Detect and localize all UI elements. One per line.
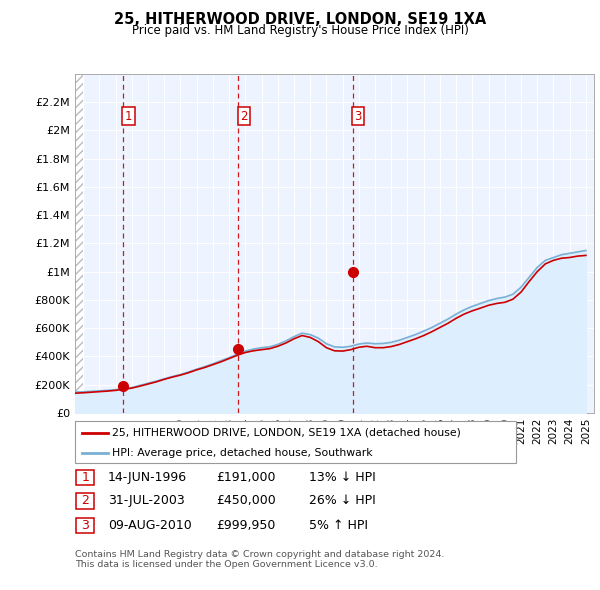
- Text: Contains HM Land Registry data © Crown copyright and database right 2024.
This d: Contains HM Land Registry data © Crown c…: [75, 550, 445, 569]
- Text: 26% ↓ HPI: 26% ↓ HPI: [309, 494, 376, 507]
- Text: 13% ↓ HPI: 13% ↓ HPI: [309, 471, 376, 484]
- Text: 5% ↑ HPI: 5% ↑ HPI: [309, 519, 368, 532]
- Text: 14-JUN-1996: 14-JUN-1996: [108, 471, 187, 484]
- Text: Price paid vs. HM Land Registry's House Price Index (HPI): Price paid vs. HM Land Registry's House …: [131, 24, 469, 37]
- Text: 25, HITHERWOOD DRIVE, LONDON, SE19 1XA (detached house): 25, HITHERWOOD DRIVE, LONDON, SE19 1XA (…: [112, 428, 461, 438]
- Text: 3: 3: [81, 519, 89, 532]
- Text: 2: 2: [241, 110, 248, 123]
- Text: £450,000: £450,000: [216, 494, 276, 507]
- Text: £999,950: £999,950: [216, 519, 275, 532]
- Text: 2: 2: [81, 494, 89, 507]
- Polygon shape: [75, 74, 83, 413]
- Text: 09-AUG-2010: 09-AUG-2010: [108, 519, 192, 532]
- Text: HPI: Average price, detached house, Southwark: HPI: Average price, detached house, Sout…: [112, 448, 373, 457]
- Text: £191,000: £191,000: [216, 471, 275, 484]
- Text: 3: 3: [355, 110, 362, 123]
- Text: 1: 1: [81, 471, 89, 484]
- Text: 25, HITHERWOOD DRIVE, LONDON, SE19 1XA: 25, HITHERWOOD DRIVE, LONDON, SE19 1XA: [114, 12, 486, 27]
- Text: 1: 1: [125, 110, 132, 123]
- Text: 31-JUL-2003: 31-JUL-2003: [108, 494, 185, 507]
